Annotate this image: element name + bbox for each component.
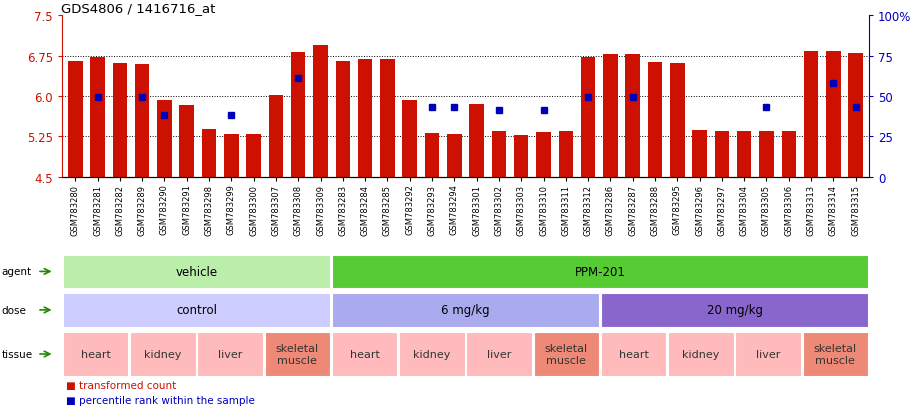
Bar: [113, 63, 127, 177]
Text: GDS4806 / 1416716_at: GDS4806 / 1416716_at: [61, 2, 216, 15]
Bar: [313, 46, 328, 177]
Bar: [179, 106, 194, 177]
Bar: [533, 332, 599, 376]
Bar: [68, 62, 83, 177]
Bar: [581, 57, 595, 177]
Bar: [130, 332, 196, 376]
Text: liver: liver: [217, 349, 242, 359]
Bar: [470, 105, 484, 177]
Bar: [202, 130, 217, 177]
Bar: [603, 55, 618, 177]
Bar: [402, 101, 417, 177]
Bar: [648, 63, 662, 177]
Text: kidney: kidney: [144, 349, 181, 359]
Bar: [336, 62, 350, 177]
Text: PPM-201: PPM-201: [574, 265, 625, 278]
Text: ■ percentile rank within the sample: ■ percentile rank within the sample: [66, 395, 256, 405]
Bar: [536, 133, 551, 177]
Bar: [332, 294, 599, 327]
Text: kidney: kidney: [413, 349, 450, 359]
Bar: [804, 52, 818, 177]
Bar: [197, 332, 263, 376]
Text: tissue: tissue: [2, 349, 33, 359]
Bar: [559, 132, 573, 177]
Text: dose: dose: [2, 305, 26, 315]
Text: control: control: [176, 304, 217, 317]
Bar: [265, 332, 330, 376]
Bar: [399, 332, 465, 376]
Text: skeletal
muscle: skeletal muscle: [545, 343, 588, 365]
Bar: [826, 52, 841, 177]
Bar: [625, 55, 640, 177]
Bar: [601, 294, 868, 327]
Text: heart: heart: [81, 349, 110, 359]
Text: 20 mg/kg: 20 mg/kg: [706, 304, 763, 317]
Text: skeletal
muscle: skeletal muscle: [814, 343, 857, 365]
Text: ■ transformed count: ■ transformed count: [66, 380, 177, 390]
Text: skeletal
muscle: skeletal muscle: [276, 343, 318, 365]
Bar: [782, 132, 796, 177]
Text: heart: heart: [619, 349, 649, 359]
Bar: [157, 101, 172, 177]
Bar: [332, 255, 868, 288]
Bar: [466, 332, 531, 376]
Bar: [63, 255, 330, 288]
Bar: [848, 54, 863, 177]
Bar: [491, 132, 506, 177]
Bar: [447, 134, 461, 177]
Bar: [63, 332, 128, 376]
Text: liver: liver: [756, 349, 781, 359]
Text: agent: agent: [2, 267, 32, 277]
Bar: [803, 332, 868, 376]
Bar: [63, 294, 330, 327]
Bar: [735, 332, 801, 376]
Bar: [759, 132, 774, 177]
Text: vehicle: vehicle: [176, 265, 217, 278]
Text: kidney: kidney: [682, 349, 720, 359]
Bar: [670, 63, 684, 177]
Bar: [693, 131, 707, 177]
Bar: [268, 96, 283, 177]
Text: 6 mg/kg: 6 mg/kg: [441, 304, 490, 317]
Bar: [90, 57, 105, 177]
Bar: [224, 134, 238, 177]
Bar: [380, 60, 395, 177]
Bar: [737, 132, 752, 177]
Bar: [247, 135, 261, 177]
Bar: [425, 134, 440, 177]
Bar: [135, 64, 149, 177]
Text: heart: heart: [349, 349, 379, 359]
Bar: [601, 332, 666, 376]
Bar: [291, 52, 306, 177]
Bar: [332, 332, 398, 376]
Bar: [668, 332, 733, 376]
Bar: [358, 59, 372, 177]
Bar: [514, 136, 529, 177]
Text: liver: liver: [487, 349, 511, 359]
Bar: [714, 132, 729, 177]
